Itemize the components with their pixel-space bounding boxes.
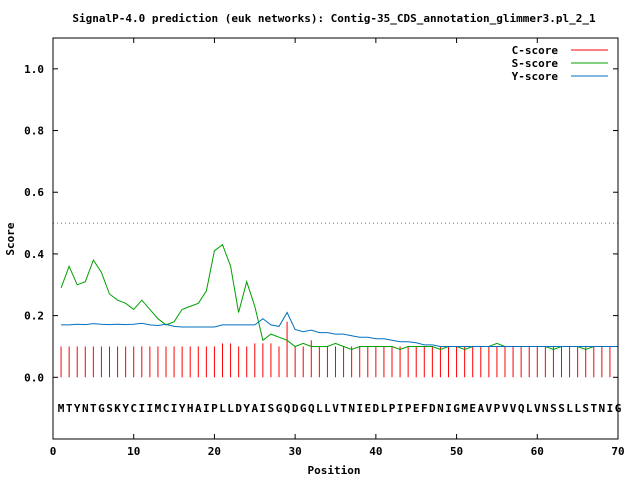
- sequence-letter: N: [348, 402, 355, 415]
- sequence-letter: K: [114, 402, 121, 415]
- sequence-letter: L: [526, 402, 533, 415]
- sequence-letter: V: [486, 402, 493, 415]
- sequence-letter: Y: [243, 402, 250, 415]
- sequence-letter: L: [219, 402, 226, 415]
- sequence-letter: S: [106, 402, 113, 415]
- sequence-letter: G: [98, 402, 105, 415]
- y-score-line: [61, 311, 618, 347]
- sequence-letter: I: [445, 402, 452, 415]
- sequence-letter: N: [437, 402, 444, 415]
- sequence-letter: V: [534, 402, 541, 415]
- x-tick-label: 0: [50, 445, 57, 458]
- x-tick-label: 70: [611, 445, 624, 458]
- x-tick-label: 20: [208, 445, 221, 458]
- y-tick-label: 1.0: [24, 63, 44, 76]
- sequence-letter: A: [251, 402, 258, 415]
- sequence-letter: L: [227, 402, 234, 415]
- sequence-letter: Q: [284, 402, 291, 415]
- x-axis-label: Position: [308, 464, 361, 477]
- sequence-letter: M: [461, 402, 468, 415]
- y-tick-label: 0.4: [24, 248, 44, 261]
- y-tick-label: 0.2: [24, 310, 44, 323]
- plot-frame: [52, 37, 619, 440]
- sequence-letter: L: [316, 402, 323, 415]
- sequence-letter: T: [66, 402, 73, 415]
- sequence-letter: E: [469, 402, 476, 415]
- sequence-letter: M: [58, 402, 65, 415]
- sequence-letter: P: [494, 402, 501, 415]
- sequence-letter: H: [187, 402, 194, 415]
- x-tick-label: 50: [450, 445, 463, 458]
- sequence-letter: Y: [74, 402, 81, 415]
- x-tick-label: 60: [531, 445, 544, 458]
- sequence-letter: D: [429, 402, 436, 415]
- x-tick-label: 40: [369, 445, 382, 458]
- sequence-letter: V: [332, 402, 339, 415]
- sequence-letter: D: [292, 402, 299, 415]
- sequence-letter: I: [397, 402, 404, 415]
- sequence-letter: I: [356, 402, 363, 415]
- sequence-letter: I: [147, 402, 154, 415]
- sequence-letter: T: [590, 402, 597, 415]
- sequence-letter: S: [268, 402, 275, 415]
- sequence-letter: P: [389, 402, 396, 415]
- sequence-letter: L: [324, 402, 331, 415]
- sequence-letter: S: [582, 402, 589, 415]
- sequence-letter: C: [163, 402, 170, 415]
- sequence-letter: D: [373, 402, 380, 415]
- sequence-letter: N: [599, 402, 606, 415]
- legend-label: Y-score: [512, 70, 559, 83]
- sequence-letter: T: [90, 402, 97, 415]
- sequence-letter: Y: [122, 402, 129, 415]
- sequence-letter: N: [82, 402, 89, 415]
- sequence-letter: L: [566, 402, 573, 415]
- sequence-letter: Q: [518, 402, 525, 415]
- y-tick-label: 0.6: [24, 186, 44, 199]
- sequence-letter: G: [453, 402, 460, 415]
- sequence-letter: Q: [308, 402, 315, 415]
- sequence-letter: I: [171, 402, 178, 415]
- sequence-letter: P: [211, 402, 218, 415]
- chart-title: SignalP-4.0 prediction (euk networks): C…: [72, 12, 596, 25]
- legend-label: S-score: [512, 57, 559, 70]
- sequence-letter: P: [405, 402, 412, 415]
- sequence-letter: I: [260, 402, 267, 415]
- sequence-letter: T: [340, 402, 347, 415]
- sequence-letter: N: [542, 402, 549, 415]
- legend-label: C-score: [512, 44, 559, 57]
- sequence-letter: I: [203, 402, 210, 415]
- sequence-letter: F: [421, 402, 428, 415]
- x-tick-label: 30: [289, 445, 302, 458]
- sequence-letter: S: [558, 402, 565, 415]
- sequence-letter: V: [502, 402, 509, 415]
- sequence-letter: D: [235, 402, 242, 415]
- sequence-letter: V: [510, 402, 517, 415]
- sequence-letter: L: [381, 402, 388, 415]
- sequence-letter: C: [130, 402, 137, 415]
- sequence-letter: E: [364, 402, 371, 415]
- sequence-letter: G: [300, 402, 307, 415]
- sequence-letter: G: [276, 402, 283, 415]
- sequence-letter: E: [413, 402, 420, 415]
- x-tick-label: 10: [127, 445, 140, 458]
- sequence-letter: L: [574, 402, 581, 415]
- series-c-score: [60, 321, 611, 378]
- y-tick-label: 0.0: [24, 371, 44, 384]
- y-axis-label: Score: [4, 222, 17, 255]
- y-tick-label: 0.8: [24, 125, 44, 138]
- series-y-score: [61, 311, 618, 347]
- sequence-letter: A: [195, 402, 202, 415]
- sequence-letter: Y: [179, 402, 186, 415]
- sequence-letter: S: [550, 402, 557, 415]
- sequence-letter: M: [155, 402, 162, 415]
- sequence-letter: I: [138, 402, 145, 415]
- sequence-letter: A: [477, 402, 484, 415]
- sequence-letter: I: [607, 402, 614, 415]
